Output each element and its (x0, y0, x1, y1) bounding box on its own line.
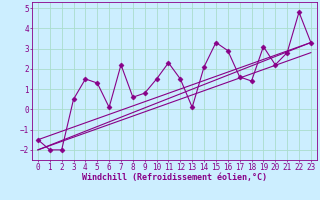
X-axis label: Windchill (Refroidissement éolien,°C): Windchill (Refroidissement éolien,°C) (82, 173, 267, 182)
